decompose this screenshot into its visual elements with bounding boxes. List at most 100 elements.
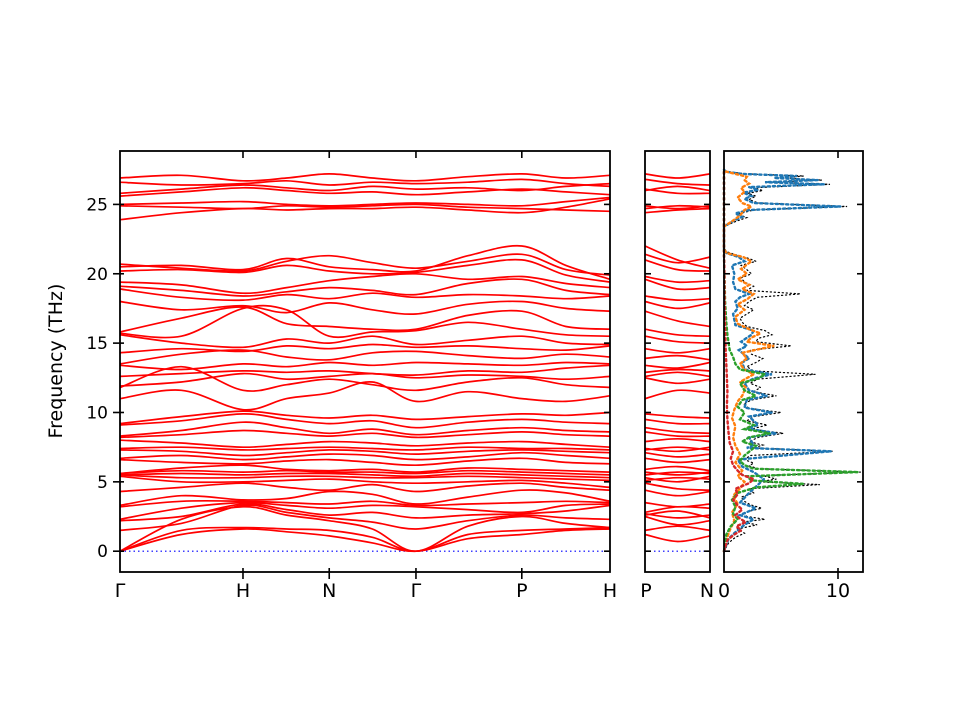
y-tick-label: 0 [97,542,108,562]
band-line [119,343,611,354]
band-line [644,368,711,374]
band-line [644,173,711,179]
band-line [644,328,711,338]
band-line [119,349,611,365]
band-line [119,306,611,333]
y-tick-label: 20 [86,265,108,285]
band-line [644,457,711,464]
x-tick-label: N [322,580,336,602]
band-line [119,446,611,451]
band-line [644,253,711,264]
band-line [644,178,711,186]
band-line [644,451,711,458]
y-tick-label: 10 [86,403,108,423]
band-line [119,198,611,221]
band-line [119,449,611,457]
band-line [644,295,711,302]
band-line [119,489,611,507]
dos-series-partial-dos-blue [722,168,841,553]
band-line [119,475,611,489]
band-line [119,173,611,182]
dos-series-partial-dos-green [722,168,859,553]
band-line [644,446,711,453]
band-line [119,304,611,339]
band-line [119,451,611,461]
band-panel-frame [119,150,611,573]
band-line [644,278,711,291]
band-line [119,499,611,508]
dos-panel: 0 10 [718,150,864,602]
band-line [644,310,711,328]
band-line [119,333,611,349]
band-line [119,439,611,449]
band-line [119,196,611,207]
band-line [119,182,611,195]
band-line [119,381,611,411]
band-line [644,376,711,385]
band-line [644,515,711,526]
band-line [644,300,711,310]
band-line [644,335,711,344]
band-line [644,188,711,195]
band-line [644,489,711,497]
y-axis-title: Frequency (THz) [45,284,67,439]
band-panel: 0 5 10 15 20 25 Γ H N Γ P H [86,150,617,602]
band-line [644,259,711,272]
band-line [119,429,611,439]
band-line [644,185,711,192]
band-line [119,464,611,475]
band-line [119,272,611,295]
band-line [119,361,611,371]
band-line [119,474,611,482]
band-line [644,431,711,438]
band-line [119,278,611,297]
pn-panel-frame [644,150,711,573]
band-line [119,288,611,302]
band-line [644,426,711,435]
band-line [119,472,611,479]
band-line [644,501,711,508]
x-tick-label: H [236,580,250,602]
band-line [644,204,711,210]
band-line [644,207,711,214]
band-line [119,258,611,283]
band-line [119,528,611,553]
dos-series-partial-dos-orange [722,169,775,553]
band-line [644,525,711,532]
band-line [644,512,711,519]
band-line [119,178,611,188]
x-tick-label: P [640,580,651,602]
band-line [644,354,711,361]
band-line [644,347,711,354]
band-line [119,505,611,553]
band-line [644,371,711,378]
band-line [644,471,711,476]
x-tick-label: P [516,580,527,602]
band-line [644,413,711,419]
x-tick-label: Γ [115,580,126,602]
band-line [119,410,611,425]
x-tick-label: 10 [826,580,850,602]
x-tick-label: Γ [411,580,422,602]
band-line [119,365,611,392]
band-line [119,482,611,493]
band-line [119,244,611,281]
band-line [119,469,611,476]
band-line [644,482,711,492]
dos-panel-frame [723,150,864,573]
band-line [119,253,611,276]
band-line [119,501,611,521]
band-line [119,502,611,522]
x-tick-label: H [603,580,617,602]
band-line [119,421,611,437]
band-line [119,364,611,378]
band-line [644,475,711,483]
band-line [644,533,711,543]
band-line [644,245,711,270]
y-tick-label: 15 [86,334,108,354]
dos-series-partial-dos-red [722,168,756,553]
y-tick-label: 5 [97,473,108,493]
